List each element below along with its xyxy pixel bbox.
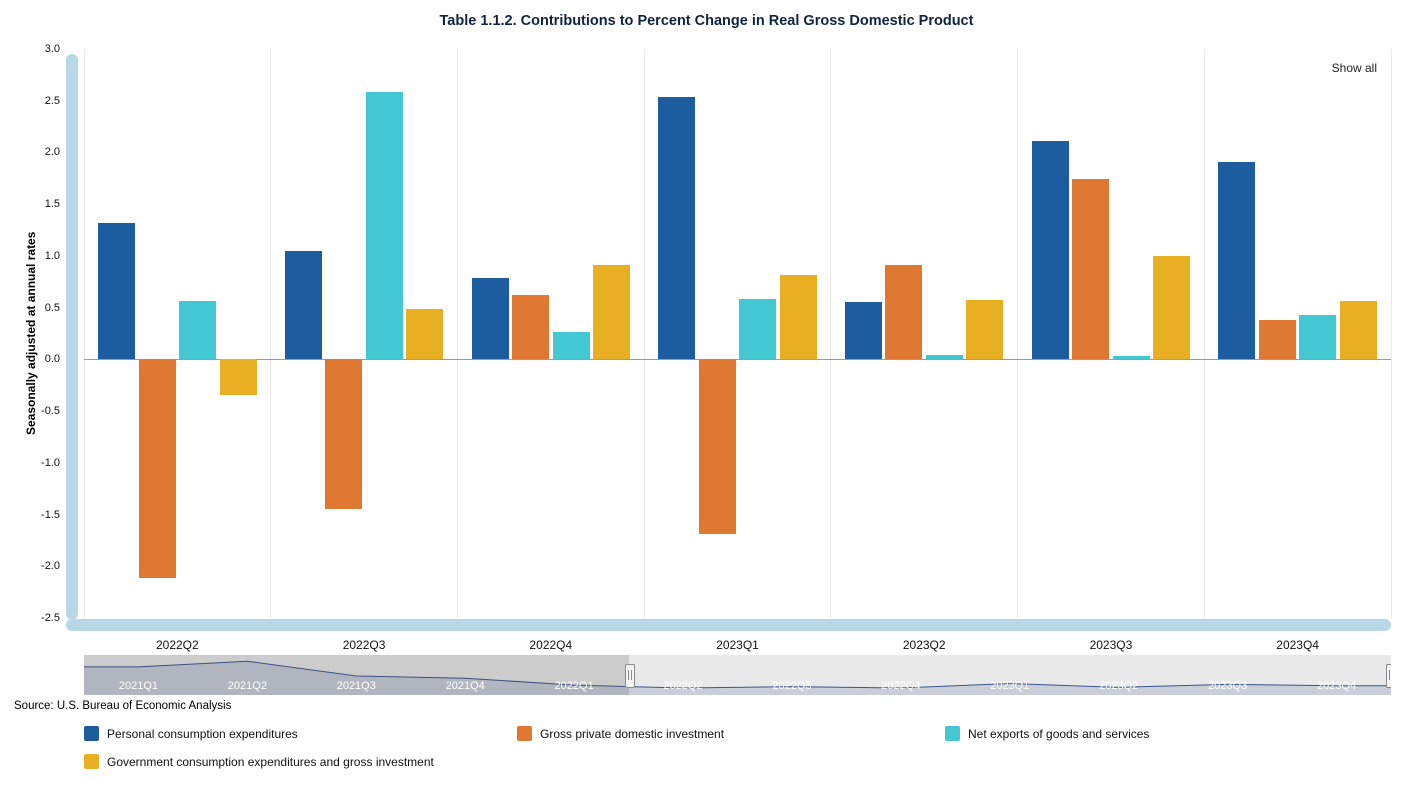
vertical-gridline <box>1203 49 1205 618</box>
y-axis-tick-label: -2.0 <box>41 560 60 573</box>
legend-swatch-pce <box>84 726 99 741</box>
bar-net-exports-2022Q4[interactable] <box>552 332 590 360</box>
x-axis-label-2022Q3: 2022Q3 <box>342 638 386 652</box>
bar-government-2022Q4[interactable] <box>593 265 631 360</box>
bar-government-2023Q2[interactable] <box>966 300 1004 360</box>
bar-investment-2023Q2[interactable] <box>885 265 923 360</box>
vertical-gridline <box>456 49 458 618</box>
y-axis-scrollbar[interactable] <box>66 54 78 620</box>
navigator-label-2022Q3: 2022Q3 <box>772 680 812 692</box>
vertical-gridline <box>83 49 85 618</box>
legend-label-pce: Personal consumption expenditures <box>107 726 298 741</box>
legend-swatch-investment <box>517 726 532 741</box>
bar-net-exports-2023Q1[interactable] <box>739 299 777 360</box>
bar-pce-2022Q2[interactable] <box>98 222 136 360</box>
y-axis-tick-label: -1.0 <box>41 456 60 469</box>
navigator-line <box>84 660 1391 689</box>
bar-net-exports-2023Q4[interactable] <box>1299 314 1337 360</box>
y-axis-tick-label: 3.0 <box>44 43 60 55</box>
bar-pce-2023Q4[interactable] <box>1218 161 1256 360</box>
legend-item-net-exports[interactable]: Net exports of goods and services <box>945 726 1149 741</box>
navigator-label-2023Q4: 2023Q4 <box>1316 680 1357 692</box>
bar-government-2023Q1[interactable] <box>779 274 817 360</box>
navigator-label-2023Q1: 2023Q1 <box>990 680 1030 692</box>
bar-investment-2022Q2[interactable] <box>138 359 176 578</box>
navigator-label-2021Q3: 2021Q3 <box>336 680 376 692</box>
navigator-unselected-mask[interactable] <box>84 655 629 695</box>
bar-net-exports-2023Q3[interactable] <box>1112 356 1150 360</box>
bar-government-2022Q3[interactable] <box>406 308 444 360</box>
bar-investment-2022Q4[interactable] <box>512 295 550 360</box>
x-axis-label-2022Q2: 2022Q2 <box>155 638 199 652</box>
bar-pce-2023Q3[interactable] <box>1031 141 1069 360</box>
y-axis-tick-label: 2.0 <box>44 146 60 159</box>
y-axis-tick-label: -1.5 <box>41 508 60 521</box>
zero-value-line <box>84 359 1391 361</box>
x-axis-label-2023Q1: 2023Q1 <box>716 638 759 652</box>
y-axis-tick-label: 2.5 <box>44 94 60 107</box>
y-axis-tick-label: 0.5 <box>44 301 60 314</box>
bar-pce-2022Q3[interactable] <box>284 250 322 360</box>
source-note: Source: U.S. Bureau of Economic Analysis <box>14 700 232 712</box>
legend-swatch-net-exports <box>945 726 960 741</box>
bar-pce-2023Q2[interactable] <box>844 302 882 360</box>
range-navigator[interactable]: 2021Q1 2021Q2 2021Q3 2021Q4 2022Q1 2022Q2 2022… <box>84 655 1391 695</box>
chart-title: Table 1.1.2. Contributions to Percent Ch… <box>439 13 974 29</box>
show-all-button[interactable]: Show all <box>1326 60 1383 76</box>
x-axis-label-2023Q2: 2023Q2 <box>902 638 946 652</box>
navigator-series-chart <box>84 660 1391 695</box>
legend-label-government: Government consumption expenditures and … <box>107 754 434 769</box>
bar-government-2023Q4[interactable] <box>1339 301 1377 360</box>
legend-swatch-government <box>84 754 99 769</box>
navigator-area-fill <box>84 661 1391 695</box>
vertical-gridline <box>643 49 645 618</box>
legend-item-government[interactable]: Government consumption expenditures and … <box>84 754 434 769</box>
navigator-label-2021Q4: 2021Q4 <box>445 680 485 692</box>
legend-label-investment: Gross private domestic investment <box>540 726 725 741</box>
bar-government-2023Q3[interactable] <box>1153 255 1191 360</box>
navigator-label-2021Q2: 2021Q2 <box>227 680 267 692</box>
navigator-label-2022Q2: 2022Q2 <box>663 680 703 692</box>
vertical-gridline <box>270 49 272 618</box>
y-axis-tick-label: 1.0 <box>44 249 60 262</box>
navigator-label-2021Q1: 2021Q1 <box>118 680 159 692</box>
x-axis-scrollbar[interactable] <box>66 619 1391 631</box>
y-axis-title: Seasonally adjusted at annual rates <box>24 231 38 436</box>
y-axis-tick-label: 0.0 <box>44 353 60 366</box>
legend-item-pce[interactable]: Personal consumption expenditures <box>84 726 298 741</box>
x-axis-label-2022Q4: 2022Q4 <box>529 638 573 652</box>
navigator-label-2022Q1: 2022Q1 <box>554 680 594 692</box>
bar-net-exports-2022Q3[interactable] <box>365 92 403 360</box>
navigator-label-2022Q4: 2022Q4 <box>881 680 921 692</box>
y-axis-tick-label: -2.5 <box>41 612 60 624</box>
bar-pce-2022Q4[interactable] <box>471 277 509 360</box>
x-axis-label-2023Q3: 2023Q3 <box>1089 638 1133 652</box>
bar-investment-2023Q1[interactable] <box>698 359 736 535</box>
legend-label-net-exports: Net exports of goods and services <box>968 726 1150 741</box>
y-axis-tick-label: -0.5 <box>41 405 60 418</box>
navigator-label-2023Q3: 2023Q3 <box>1208 680 1248 692</box>
bar-net-exports-2022Q2[interactable] <box>179 301 217 360</box>
navigator-handle-left[interactable] <box>624 664 635 688</box>
y-axis-tick-label: 1.5 <box>44 198 60 211</box>
bar-investment-2022Q3[interactable] <box>325 359 363 510</box>
x-axis-label-2023Q4: 2023Q4 <box>1276 638 1319 652</box>
vertical-gridline <box>830 49 832 618</box>
bar-government-2022Q2[interactable] <box>219 359 257 395</box>
navigator-label-2023Q2: 2023Q2 <box>1099 680 1139 692</box>
vertical-gridline <box>1390 49 1392 618</box>
vertical-gridline <box>1017 49 1019 618</box>
bar-investment-2023Q4[interactable] <box>1258 320 1296 360</box>
bar-investment-2023Q3[interactable] <box>1072 179 1110 360</box>
navigator-handle-right[interactable] <box>1386 664 1391 688</box>
bar-pce-2023Q1[interactable] <box>658 96 696 360</box>
legend-item-investment[interactable]: Gross private domestic investment <box>517 726 724 741</box>
bar-net-exports-2023Q2[interactable] <box>925 355 963 360</box>
